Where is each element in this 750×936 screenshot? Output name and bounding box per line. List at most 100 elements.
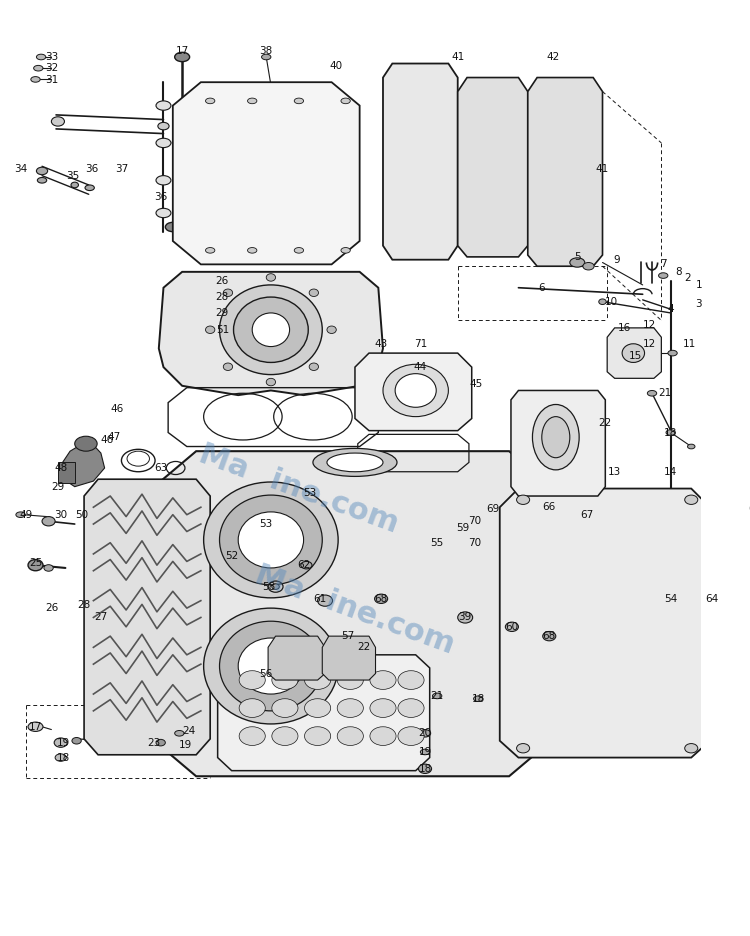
Text: 52: 52 bbox=[225, 550, 238, 561]
Bar bbox=[58, 462, 75, 483]
Ellipse shape bbox=[38, 178, 46, 183]
Polygon shape bbox=[511, 390, 605, 496]
Text: 25: 25 bbox=[28, 558, 42, 568]
Ellipse shape bbox=[28, 560, 43, 571]
Ellipse shape bbox=[732, 569, 743, 577]
Text: 23: 23 bbox=[148, 738, 160, 748]
Ellipse shape bbox=[272, 671, 298, 690]
Ellipse shape bbox=[341, 98, 350, 104]
Text: 10: 10 bbox=[605, 297, 619, 307]
Ellipse shape bbox=[37, 168, 48, 175]
Polygon shape bbox=[528, 78, 602, 266]
Ellipse shape bbox=[732, 727, 743, 735]
Ellipse shape bbox=[370, 671, 396, 690]
Ellipse shape bbox=[532, 404, 579, 470]
Text: 62: 62 bbox=[297, 560, 310, 570]
Ellipse shape bbox=[458, 612, 472, 623]
Ellipse shape bbox=[327, 326, 336, 333]
Text: 9: 9 bbox=[614, 255, 620, 265]
Text: 32: 32 bbox=[45, 64, 58, 73]
Ellipse shape bbox=[42, 517, 55, 526]
Text: 43: 43 bbox=[374, 339, 388, 349]
Text: 3: 3 bbox=[695, 299, 702, 309]
Text: 14: 14 bbox=[664, 467, 677, 476]
Ellipse shape bbox=[239, 699, 266, 717]
Text: 42: 42 bbox=[546, 52, 560, 62]
Text: 29: 29 bbox=[51, 482, 64, 491]
Ellipse shape bbox=[72, 738, 81, 744]
Ellipse shape bbox=[175, 52, 190, 62]
Ellipse shape bbox=[206, 326, 214, 333]
Text: 8: 8 bbox=[675, 267, 682, 277]
Text: 47: 47 bbox=[107, 432, 121, 442]
Ellipse shape bbox=[37, 54, 46, 60]
Text: 18: 18 bbox=[419, 764, 432, 774]
Polygon shape bbox=[355, 353, 472, 431]
Ellipse shape bbox=[398, 699, 424, 717]
Ellipse shape bbox=[75, 436, 98, 451]
Text: 53: 53 bbox=[304, 489, 316, 498]
Ellipse shape bbox=[370, 699, 396, 717]
Ellipse shape bbox=[156, 139, 171, 148]
Ellipse shape bbox=[28, 722, 43, 731]
Ellipse shape bbox=[419, 729, 430, 737]
Text: 12: 12 bbox=[643, 339, 656, 349]
Text: 68: 68 bbox=[543, 631, 556, 641]
Ellipse shape bbox=[668, 350, 677, 356]
Text: 28: 28 bbox=[216, 292, 229, 302]
Ellipse shape bbox=[54, 738, 68, 747]
Ellipse shape bbox=[52, 117, 64, 126]
Text: 21: 21 bbox=[430, 691, 444, 701]
Text: 7: 7 bbox=[660, 259, 667, 270]
Text: 28: 28 bbox=[77, 600, 91, 610]
Ellipse shape bbox=[327, 453, 383, 472]
Ellipse shape bbox=[473, 696, 483, 701]
Ellipse shape bbox=[398, 726, 424, 745]
Polygon shape bbox=[172, 82, 360, 264]
Polygon shape bbox=[608, 328, 662, 378]
Text: 40: 40 bbox=[330, 62, 343, 71]
Ellipse shape bbox=[239, 671, 266, 690]
Text: 21: 21 bbox=[658, 388, 672, 399]
Text: 12: 12 bbox=[643, 320, 656, 330]
Text: 58: 58 bbox=[262, 581, 276, 592]
Ellipse shape bbox=[398, 671, 424, 690]
Ellipse shape bbox=[341, 247, 350, 253]
Ellipse shape bbox=[304, 699, 331, 717]
Ellipse shape bbox=[238, 512, 304, 568]
Ellipse shape bbox=[622, 344, 644, 362]
Ellipse shape bbox=[685, 743, 698, 753]
Text: 70: 70 bbox=[468, 537, 481, 548]
Ellipse shape bbox=[383, 364, 448, 417]
Ellipse shape bbox=[175, 730, 184, 736]
Text: 48: 48 bbox=[54, 463, 68, 473]
Ellipse shape bbox=[732, 625, 743, 633]
Ellipse shape bbox=[248, 98, 257, 104]
Text: 34: 34 bbox=[14, 164, 27, 174]
Polygon shape bbox=[217, 655, 430, 770]
Ellipse shape bbox=[16, 512, 26, 518]
Ellipse shape bbox=[266, 378, 275, 386]
Ellipse shape bbox=[374, 594, 388, 604]
Ellipse shape bbox=[294, 98, 304, 104]
Text: 29: 29 bbox=[216, 308, 229, 318]
Text: 36: 36 bbox=[85, 164, 98, 174]
Text: 35: 35 bbox=[66, 170, 80, 181]
Text: 59: 59 bbox=[456, 523, 469, 533]
Text: 20: 20 bbox=[419, 728, 431, 739]
Text: 16: 16 bbox=[617, 323, 631, 333]
Ellipse shape bbox=[85, 185, 94, 191]
Text: 27: 27 bbox=[94, 612, 107, 622]
Polygon shape bbox=[500, 489, 710, 757]
Text: 68: 68 bbox=[374, 593, 388, 604]
Text: 26: 26 bbox=[216, 276, 229, 286]
Text: 24: 24 bbox=[182, 726, 195, 737]
Ellipse shape bbox=[71, 183, 79, 188]
Text: 64: 64 bbox=[705, 593, 718, 604]
Polygon shape bbox=[159, 271, 383, 395]
Text: 19: 19 bbox=[57, 738, 70, 748]
Ellipse shape bbox=[156, 101, 171, 110]
Ellipse shape bbox=[338, 699, 363, 717]
Ellipse shape bbox=[570, 257, 585, 267]
Text: 38: 38 bbox=[260, 47, 273, 56]
